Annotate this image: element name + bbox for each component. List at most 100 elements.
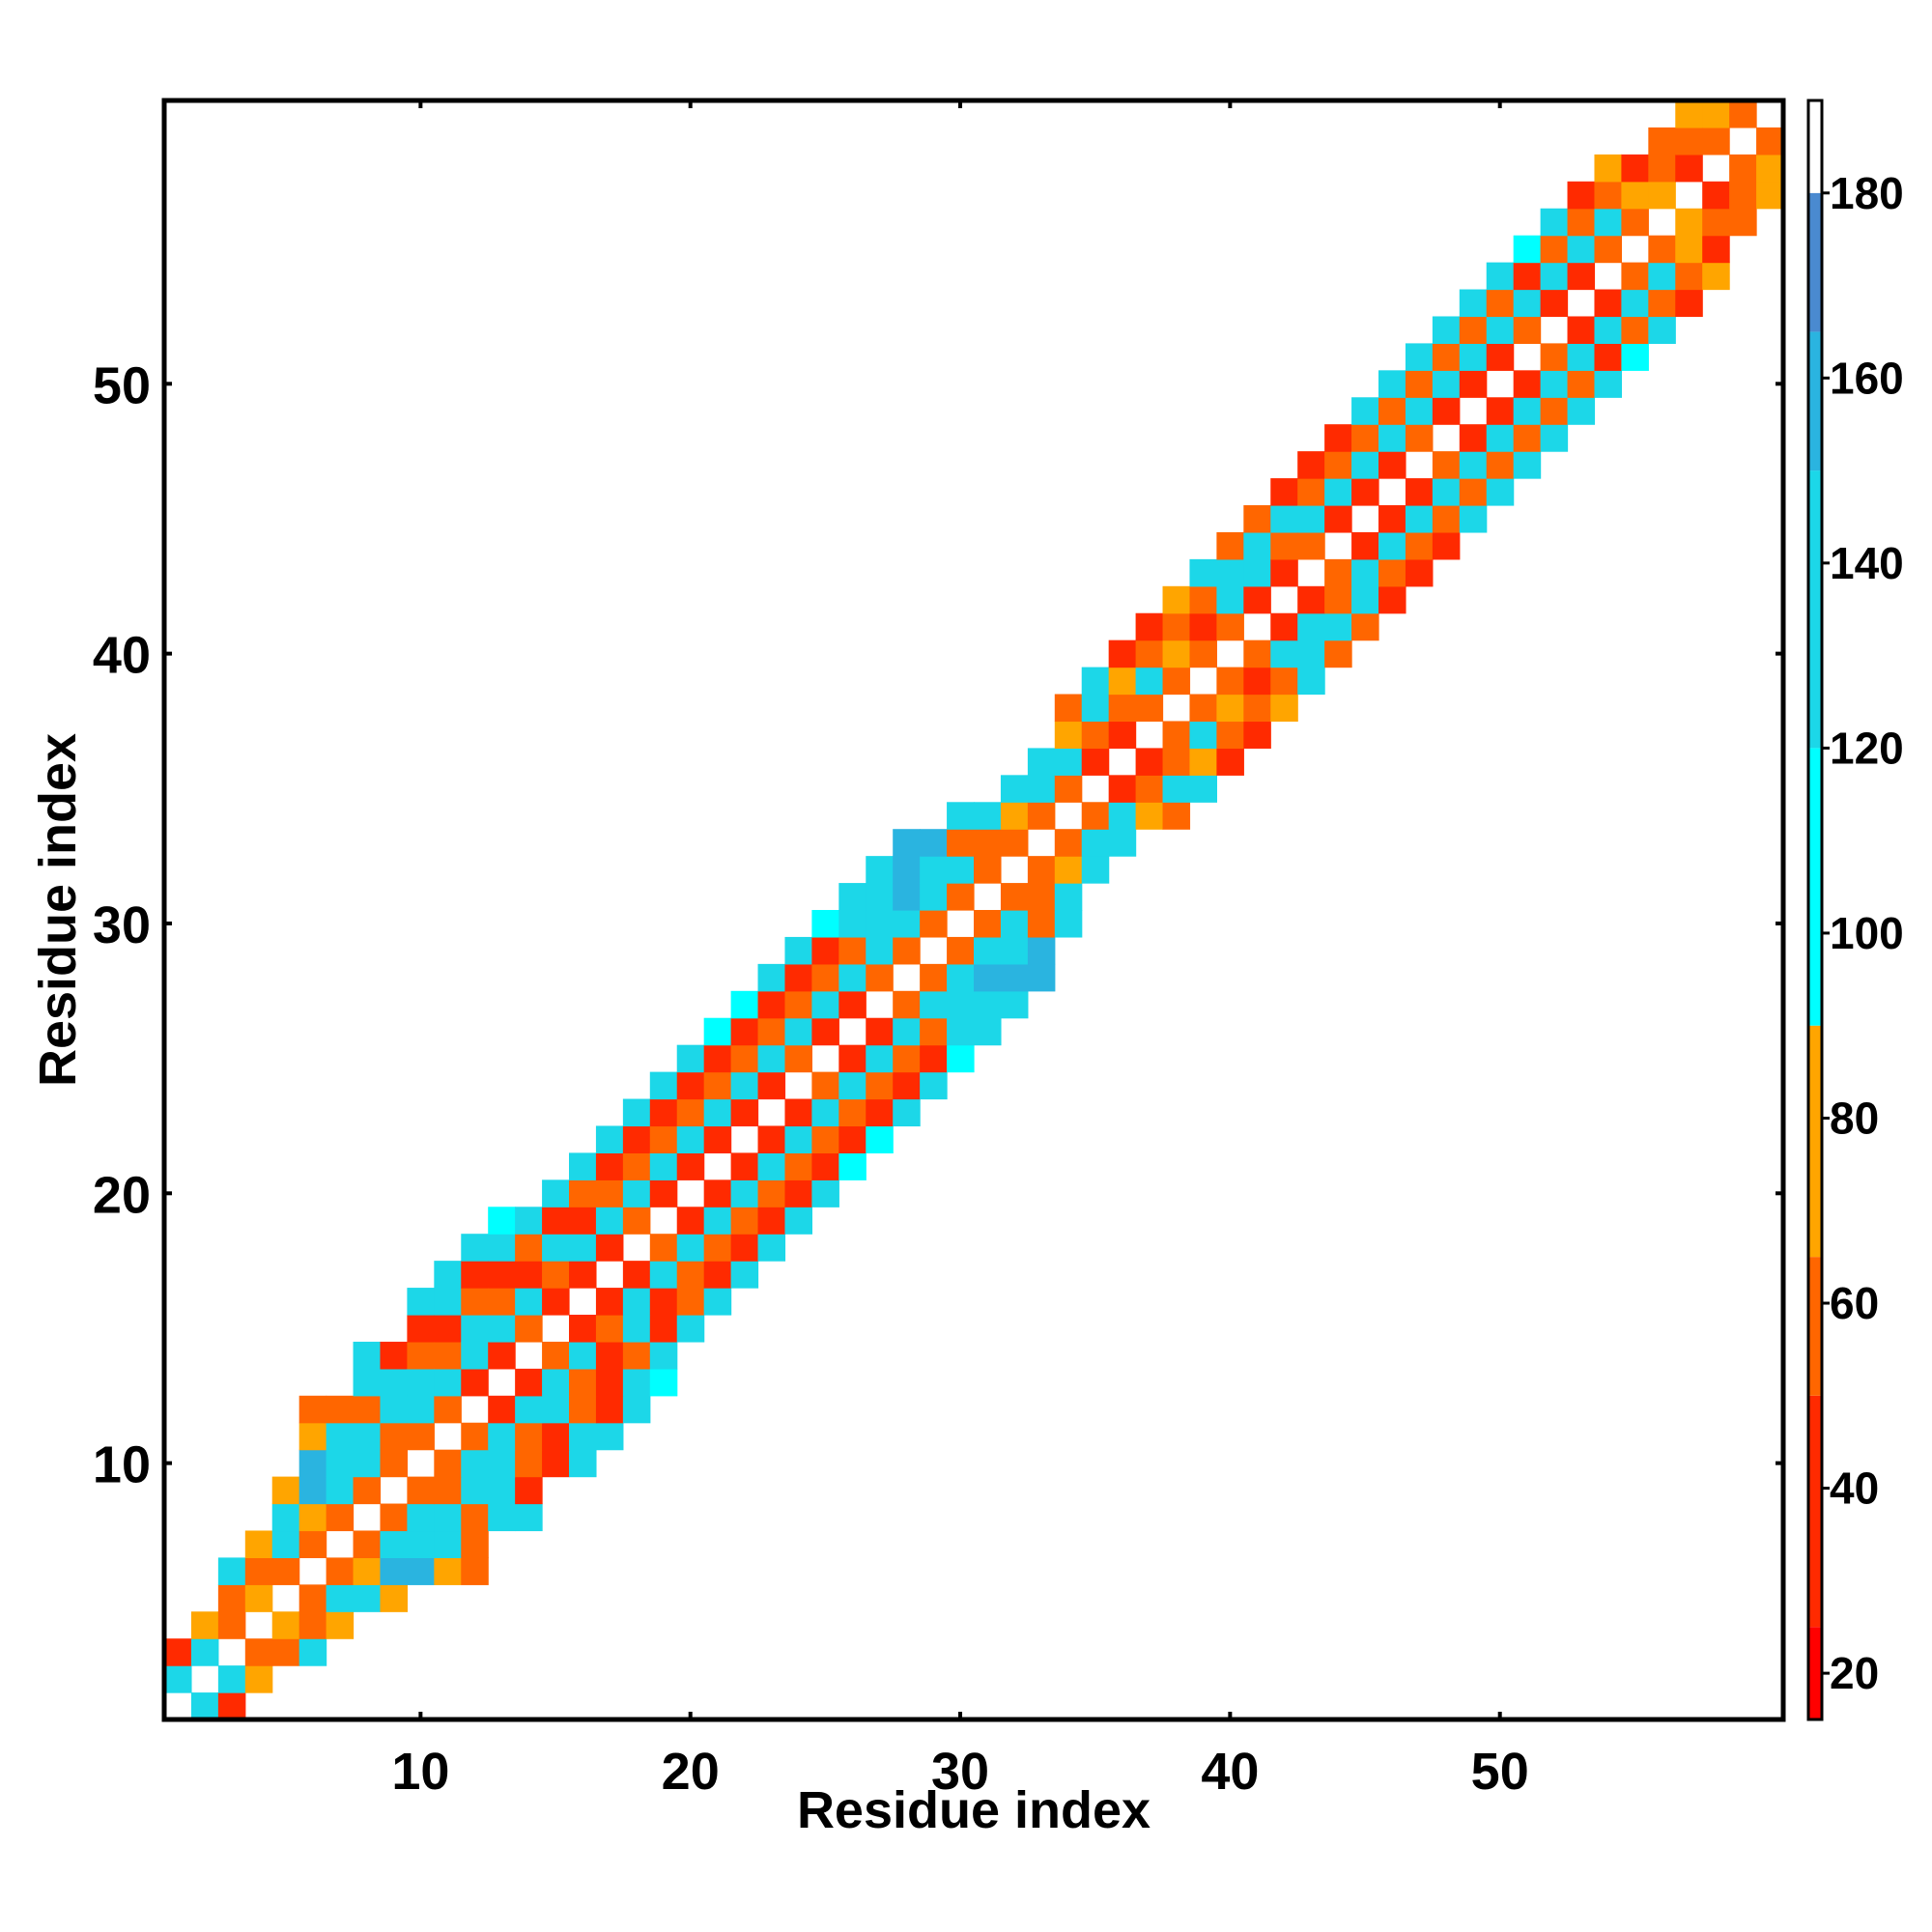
heatmap-cell	[1459, 505, 1488, 533]
heatmap-cell	[947, 1017, 975, 1046]
heatmap-cell	[757, 990, 786, 1019]
heatmap-cell	[1405, 505, 1434, 533]
heatmap-cell	[947, 856, 975, 884]
heatmap-cell	[1000, 775, 1029, 803]
heatmap-cell	[1351, 451, 1379, 479]
heatmap-cell	[1756, 154, 1784, 183]
colorbar-tick-label: 80	[1830, 1093, 1879, 1143]
heatmap-cell	[515, 1315, 543, 1343]
heatmap-cell	[676, 1098, 705, 1127]
heatmap-cell	[622, 1395, 651, 1424]
heatmap-cell	[434, 1315, 462, 1343]
heatmap-cell	[730, 1071, 759, 1100]
colorbar-segment	[1808, 100, 1822, 193]
heatmap-cell	[1756, 181, 1784, 210]
heatmap-cell	[1054, 775, 1083, 803]
heatmap-cell	[1054, 748, 1083, 776]
heatmap-cell	[434, 1503, 462, 1532]
heatmap-cell	[515, 1207, 543, 1235]
heatmap-cell	[1378, 424, 1406, 452]
heatmap-cell	[974, 829, 1002, 857]
heatmap-cell	[1135, 802, 1164, 830]
heatmap-cell	[1594, 154, 1622, 183]
heatmap-cell	[1108, 667, 1137, 696]
heatmap-cell	[1621, 181, 1649, 210]
heatmap-cell	[974, 1017, 1002, 1046]
heatmap-cell	[1189, 694, 1217, 723]
heatmap-cell	[838, 1098, 867, 1127]
heatmap-cell	[595, 1288, 624, 1316]
colorbar-tick-label: 180	[1830, 168, 1904, 218]
heatmap-cell	[1540, 370, 1569, 398]
heatmap-cell	[1729, 100, 1757, 128]
heatmap-cell	[1486, 451, 1515, 479]
heatmap-cell	[1324, 505, 1352, 533]
heatmap-cell	[461, 1315, 489, 1343]
heatmap-cell	[353, 1395, 382, 1424]
heatmap-cell	[838, 910, 867, 938]
heatmap-cell	[1540, 424, 1569, 452]
heatmap-cell	[1216, 585, 1244, 614]
heatmap-cell	[1513, 235, 1542, 264]
heatmap-cell	[1108, 829, 1137, 857]
heatmap-cell	[866, 963, 894, 992]
plot-frame	[161, 98, 1786, 1722]
heatmap-cell	[1378, 585, 1406, 614]
heatmap-cell	[1378, 370, 1406, 398]
heatmap-cell	[1540, 289, 1569, 318]
heatmap-cell	[488, 1422, 516, 1451]
heatmap-cell	[757, 1071, 786, 1100]
heatmap-cell	[920, 829, 948, 857]
heatmap-cell	[1621, 343, 1649, 371]
heatmap-cell	[730, 1152, 759, 1180]
heatmap-cell	[1054, 694, 1083, 723]
heatmap-cell	[1000, 936, 1029, 965]
heatmap-cell	[649, 1288, 678, 1316]
heatmap-cell	[622, 1315, 651, 1343]
heatmap-cell	[1648, 127, 1676, 156]
heatmap-cell	[1675, 262, 1703, 291]
heatmap-cell	[920, 883, 948, 911]
heatmap-cell	[1054, 829, 1083, 857]
heatmap-cell	[1648, 154, 1676, 183]
heatmap-cell	[353, 1557, 382, 1585]
heatmap-cell	[515, 1234, 543, 1262]
heatmap-cell	[515, 1368, 543, 1397]
colorbar-tick-label: 100	[1830, 908, 1904, 958]
heatmap-cell	[947, 802, 975, 830]
heatmap-cell	[461, 1341, 489, 1370]
heatmap-cell	[1162, 585, 1191, 614]
heatmap-cell	[730, 1044, 759, 1073]
heatmap-cell	[407, 1341, 435, 1370]
x-tick-label: 50	[1471, 1743, 1529, 1801]
heatmap-cell	[1594, 235, 1622, 264]
heatmap-cell	[1297, 505, 1325, 533]
heatmap-cell	[1486, 289, 1515, 318]
heatmap-cell	[1729, 181, 1757, 210]
heatmap-cell	[434, 1261, 462, 1289]
colorbar-segment	[1808, 1025, 1822, 1258]
heatmap-cell	[407, 1503, 435, 1532]
heatmap-cell	[1243, 694, 1271, 723]
heatmap-cell	[974, 802, 1002, 830]
colorbar-frame	[1806, 99, 1824, 1721]
heatmap-cell	[893, 990, 921, 1019]
heatmap-cell	[1405, 531, 1434, 560]
heatmap-cell	[1567, 262, 1596, 291]
heatmap-cell	[190, 1611, 219, 1639]
heatmap-cell	[649, 1234, 678, 1262]
colorbar-segment	[1808, 470, 1822, 749]
heatmap-cell	[380, 1530, 408, 1558]
heatmap-cell	[866, 883, 894, 911]
heatmap-cell	[488, 1341, 516, 1370]
heatmap-cell	[515, 1395, 543, 1424]
heatmap-cell	[1567, 370, 1596, 398]
heatmap-cell	[676, 1234, 705, 1262]
heatmap-cell	[461, 1476, 489, 1505]
heatmap-cell	[298, 1395, 327, 1424]
heatmap-cell	[1324, 558, 1352, 587]
heatmap-cell	[461, 1288, 489, 1316]
heatmap-cell	[569, 1422, 597, 1451]
heatmap-cell	[703, 1288, 732, 1316]
heatmap-cell	[1243, 667, 1271, 696]
